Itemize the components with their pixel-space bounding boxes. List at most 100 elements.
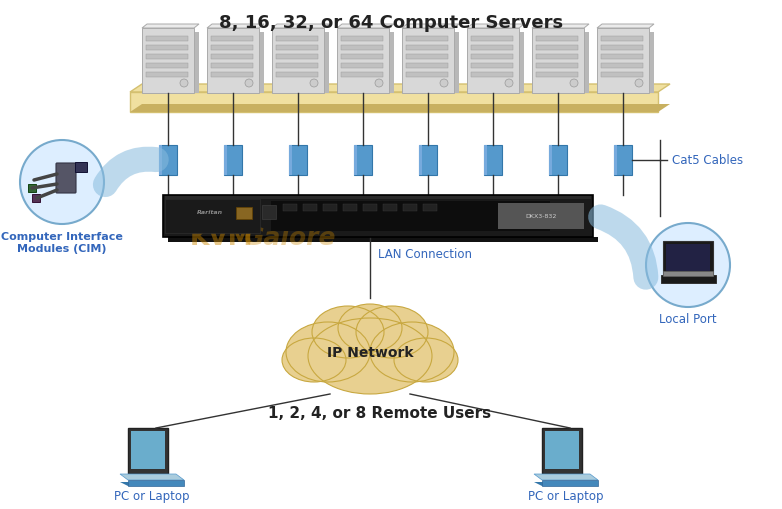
FancyBboxPatch shape (130, 92, 658, 112)
FancyBboxPatch shape (406, 63, 448, 68)
Circle shape (570, 79, 578, 87)
Polygon shape (337, 24, 394, 28)
FancyBboxPatch shape (224, 145, 227, 175)
FancyBboxPatch shape (498, 203, 584, 229)
FancyBboxPatch shape (341, 45, 383, 50)
Text: 8, 16, 32, or 64 Computer Servers: 8, 16, 32, or 64 Computer Servers (219, 14, 563, 32)
FancyBboxPatch shape (661, 275, 716, 283)
FancyBboxPatch shape (471, 45, 513, 50)
FancyBboxPatch shape (471, 54, 513, 59)
FancyBboxPatch shape (536, 36, 578, 41)
Polygon shape (534, 482, 598, 486)
Ellipse shape (356, 306, 428, 358)
FancyBboxPatch shape (341, 63, 383, 68)
FancyBboxPatch shape (28, 184, 36, 192)
Ellipse shape (308, 318, 432, 394)
FancyBboxPatch shape (236, 207, 252, 219)
FancyBboxPatch shape (224, 145, 242, 175)
Polygon shape (207, 24, 264, 28)
FancyBboxPatch shape (324, 204, 337, 211)
FancyBboxPatch shape (276, 36, 318, 41)
FancyBboxPatch shape (364, 204, 378, 211)
Text: Local Port: Local Port (659, 313, 717, 326)
FancyBboxPatch shape (276, 54, 318, 59)
FancyBboxPatch shape (519, 32, 524, 93)
Ellipse shape (286, 322, 370, 382)
FancyBboxPatch shape (406, 45, 448, 50)
Text: PC or Laptop: PC or Laptop (114, 490, 190, 503)
FancyBboxPatch shape (484, 145, 502, 175)
FancyBboxPatch shape (601, 54, 643, 59)
FancyBboxPatch shape (536, 45, 578, 50)
Polygon shape (128, 480, 184, 486)
FancyBboxPatch shape (536, 63, 578, 68)
FancyBboxPatch shape (354, 145, 372, 175)
FancyBboxPatch shape (211, 72, 253, 77)
FancyBboxPatch shape (341, 54, 383, 59)
FancyBboxPatch shape (159, 145, 162, 175)
Text: LAN Connection: LAN Connection (378, 248, 472, 261)
FancyBboxPatch shape (142, 28, 194, 93)
FancyBboxPatch shape (276, 45, 318, 50)
FancyBboxPatch shape (663, 241, 713, 275)
FancyBboxPatch shape (389, 32, 394, 93)
Polygon shape (534, 474, 598, 480)
FancyBboxPatch shape (471, 63, 513, 68)
Polygon shape (120, 474, 184, 480)
FancyBboxPatch shape (75, 162, 87, 172)
FancyBboxPatch shape (303, 204, 317, 211)
FancyBboxPatch shape (276, 72, 318, 77)
FancyBboxPatch shape (341, 72, 383, 77)
FancyBboxPatch shape (404, 204, 418, 211)
FancyBboxPatch shape (402, 28, 454, 93)
FancyBboxPatch shape (601, 72, 643, 77)
Text: 1, 2, 4, or 8 Remote Users: 1, 2, 4, or 8 Remote Users (268, 406, 492, 421)
Polygon shape (120, 482, 184, 486)
Circle shape (505, 79, 513, 87)
FancyBboxPatch shape (211, 54, 253, 59)
Polygon shape (130, 84, 670, 92)
FancyBboxPatch shape (467, 28, 519, 93)
FancyBboxPatch shape (601, 36, 643, 41)
Ellipse shape (338, 304, 402, 352)
FancyBboxPatch shape (341, 36, 383, 41)
Text: Raritan: Raritan (197, 211, 224, 215)
FancyBboxPatch shape (406, 54, 448, 59)
FancyBboxPatch shape (532, 28, 584, 93)
FancyBboxPatch shape (471, 72, 513, 77)
FancyBboxPatch shape (159, 145, 177, 175)
FancyBboxPatch shape (259, 32, 264, 93)
FancyBboxPatch shape (324, 32, 329, 93)
FancyBboxPatch shape (276, 63, 318, 68)
Text: Cat5 Cables: Cat5 Cables (672, 154, 743, 166)
Circle shape (375, 79, 383, 87)
FancyBboxPatch shape (337, 28, 389, 93)
FancyBboxPatch shape (419, 145, 422, 175)
Circle shape (310, 79, 318, 87)
FancyBboxPatch shape (128, 428, 168, 474)
Text: PC or Laptop: PC or Laptop (529, 490, 604, 503)
FancyBboxPatch shape (549, 145, 552, 175)
FancyBboxPatch shape (163, 195, 593, 237)
FancyBboxPatch shape (419, 145, 437, 175)
Circle shape (635, 79, 643, 87)
FancyBboxPatch shape (131, 431, 165, 469)
Text: IP Network: IP Network (327, 346, 413, 360)
FancyBboxPatch shape (343, 204, 357, 211)
FancyBboxPatch shape (262, 205, 276, 219)
Circle shape (646, 223, 730, 307)
FancyBboxPatch shape (406, 36, 448, 41)
FancyBboxPatch shape (211, 36, 253, 41)
FancyBboxPatch shape (484, 145, 487, 175)
FancyBboxPatch shape (423, 204, 437, 211)
FancyBboxPatch shape (614, 145, 617, 175)
Text: Computer Interface
Modules (CIM): Computer Interface Modules (CIM) (1, 232, 123, 253)
Polygon shape (532, 24, 589, 28)
Polygon shape (402, 24, 459, 28)
FancyBboxPatch shape (32, 194, 40, 202)
FancyBboxPatch shape (146, 72, 188, 77)
FancyBboxPatch shape (272, 28, 324, 93)
FancyBboxPatch shape (542, 428, 582, 474)
FancyBboxPatch shape (406, 72, 448, 77)
FancyBboxPatch shape (207, 28, 259, 93)
